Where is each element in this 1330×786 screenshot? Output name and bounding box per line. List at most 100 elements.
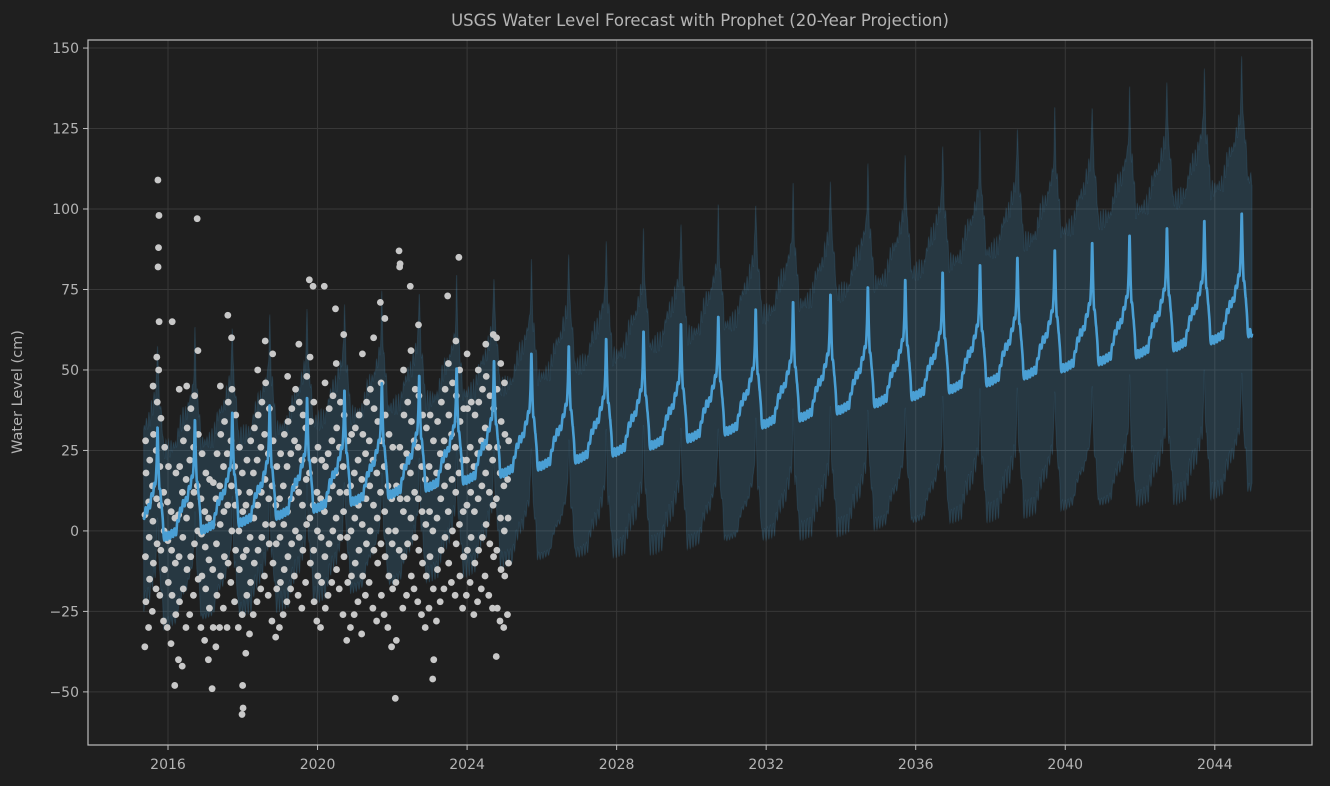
observed-point bbox=[223, 624, 231, 631]
observed-point bbox=[408, 418, 415, 425]
observed-point bbox=[395, 546, 403, 554]
x-tick-label: 2040 bbox=[1047, 757, 1083, 773]
observed-point bbox=[489, 604, 496, 612]
observed-point bbox=[385, 527, 392, 535]
observed-point bbox=[407, 572, 415, 580]
observed-point bbox=[426, 553, 434, 561]
observed-point bbox=[396, 495, 404, 503]
observed-point bbox=[466, 443, 474, 451]
observed-point bbox=[407, 469, 414, 477]
observed-point bbox=[292, 527, 299, 535]
observed-point bbox=[262, 521, 269, 528]
observed-point bbox=[415, 546, 423, 554]
observed-point bbox=[261, 337, 269, 345]
observed-point bbox=[481, 572, 489, 580]
observed-point bbox=[165, 463, 172, 470]
observed-point bbox=[175, 656, 182, 664]
observed-point bbox=[351, 559, 359, 567]
observed-point bbox=[280, 566, 288, 573]
observed-point bbox=[425, 604, 433, 612]
observed-point bbox=[444, 292, 452, 300]
observed-point bbox=[370, 546, 378, 554]
observed-point bbox=[389, 585, 397, 593]
observed-point bbox=[434, 418, 442, 425]
observed-point bbox=[474, 366, 482, 374]
observed-point bbox=[155, 212, 163, 219]
observed-point bbox=[359, 350, 366, 358]
observed-point bbox=[313, 617, 321, 625]
observed-point bbox=[193, 215, 201, 223]
observed-point bbox=[190, 488, 198, 496]
observed-point bbox=[302, 579, 309, 586]
observed-point bbox=[149, 559, 157, 567]
observed-point bbox=[474, 495, 482, 503]
observed-point bbox=[246, 630, 253, 638]
observed-point bbox=[497, 514, 504, 522]
observed-point bbox=[456, 521, 463, 528]
observed-point bbox=[231, 598, 238, 606]
observed-point bbox=[242, 546, 250, 554]
x-tick-label: 2028 bbox=[599, 757, 635, 773]
observed-point bbox=[287, 450, 295, 458]
observed-point bbox=[347, 527, 355, 535]
observed-point bbox=[363, 398, 370, 406]
observed-point bbox=[148, 608, 156, 615]
observed-point bbox=[155, 244, 162, 252]
observed-point bbox=[168, 546, 175, 554]
observed-point bbox=[183, 514, 190, 522]
observed-point bbox=[344, 579, 352, 586]
observed-point bbox=[243, 456, 251, 464]
observed-point bbox=[460, 553, 468, 561]
observed-point bbox=[182, 476, 190, 483]
observed-point bbox=[482, 340, 490, 348]
observed-point bbox=[392, 527, 399, 535]
observed-point bbox=[321, 553, 329, 561]
observed-point bbox=[505, 437, 513, 445]
observed-point bbox=[294, 591, 302, 599]
observed-point bbox=[141, 643, 149, 651]
observed-point bbox=[154, 263, 162, 271]
observed-point bbox=[276, 624, 283, 631]
observed-point bbox=[261, 430, 269, 438]
x-axis-ticks: 2016 2020 2024 2028 2032 2036 2040 2044 bbox=[150, 745, 1233, 773]
y-axis-label: Water Level (cm) bbox=[10, 330, 26, 454]
observed-point bbox=[306, 559, 314, 567]
observed-point bbox=[329, 392, 337, 400]
observed-point bbox=[354, 598, 362, 606]
y-tick-label: 150 bbox=[52, 41, 79, 57]
y-tick-label: 75 bbox=[61, 282, 79, 298]
observed-point bbox=[235, 527, 243, 535]
observed-point bbox=[249, 611, 257, 619]
y-tick-label: 100 bbox=[52, 202, 79, 218]
observed-point bbox=[422, 572, 430, 580]
observed-point bbox=[400, 366, 407, 374]
observed-point bbox=[452, 488, 460, 496]
observed-point bbox=[377, 488, 384, 496]
observed-point bbox=[182, 624, 190, 631]
observed-point bbox=[253, 598, 261, 606]
observed-point bbox=[310, 546, 318, 554]
observed-point bbox=[294, 443, 302, 451]
observed-point bbox=[153, 495, 161, 503]
observed-point bbox=[504, 611, 511, 619]
observed-point bbox=[302, 476, 310, 483]
observed-point bbox=[183, 566, 191, 573]
forecast-line bbox=[142, 212, 1254, 542]
observed-point bbox=[351, 424, 359, 432]
observed-point bbox=[489, 501, 497, 509]
observed-point bbox=[314, 443, 322, 451]
observed-point bbox=[467, 488, 475, 496]
observed-point bbox=[283, 463, 291, 470]
observed-point bbox=[359, 430, 367, 438]
observed-point bbox=[340, 508, 347, 516]
observed-point bbox=[228, 385, 236, 393]
observed-point bbox=[471, 559, 479, 567]
observed-point bbox=[269, 521, 276, 528]
observed-point bbox=[206, 604, 213, 612]
observed-point bbox=[497, 418, 505, 425]
observed-point bbox=[381, 508, 389, 516]
observed-point bbox=[303, 521, 311, 528]
observed-point bbox=[444, 508, 452, 516]
observed-point bbox=[430, 437, 437, 445]
observed-point bbox=[471, 411, 479, 419]
